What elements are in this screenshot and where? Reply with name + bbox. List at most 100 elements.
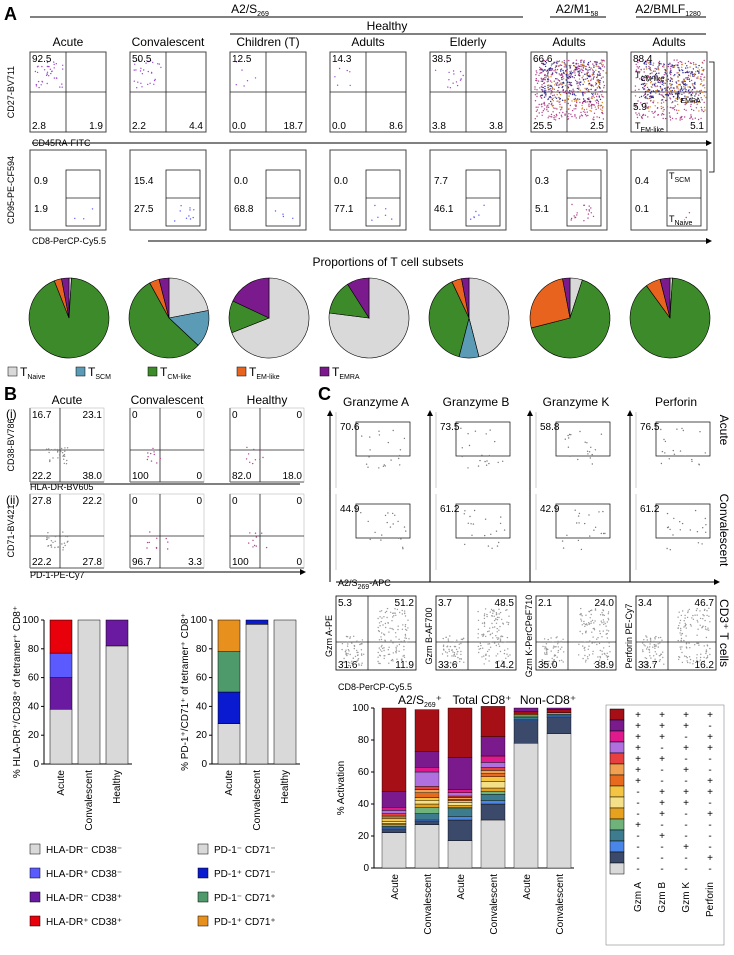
event-dot [401, 659, 403, 662]
event-dot [602, 112, 604, 115]
event-dot [560, 77, 563, 79]
event-dot [491, 609, 494, 612]
event-dot [568, 437, 570, 439]
matrix-sign: + [683, 721, 689, 732]
event-dot [683, 626, 685, 628]
event-dot [249, 461, 251, 463]
event-dot [688, 212, 691, 214]
gate-value: 5.1 [535, 204, 549, 215]
event-dot [395, 636, 397, 638]
event-dot [399, 611, 401, 614]
event-dot [571, 76, 573, 78]
arrow-head [327, 410, 333, 416]
event-dot [544, 662, 546, 664]
event-dot [595, 63, 597, 65]
event-dot [448, 79, 450, 81]
matrix-sign: + [635, 776, 641, 787]
event-dot [663, 82, 665, 84]
event-dot [662, 84, 665, 87]
event-dot [488, 462, 490, 465]
event-dot [658, 90, 660, 92]
event-dot [650, 640, 652, 642]
event-dot [405, 628, 407, 631]
event-dot [584, 625, 586, 628]
event-dot [648, 65, 650, 68]
gate-box [655, 503, 711, 539]
event-dot [683, 639, 685, 642]
event-dot [558, 84, 560, 86]
event-dot [673, 64, 675, 67]
event-dot [580, 81, 582, 83]
event-dot [666, 63, 668, 65]
event-dot [573, 98, 575, 101]
event-dot [405, 637, 407, 640]
y-tick-label: 0 [363, 863, 369, 874]
event-dot [656, 68, 658, 70]
event-dot [676, 59, 678, 61]
event-dot [691, 617, 693, 619]
event-dot [669, 92, 671, 95]
axis-label: CD8-PerCP-Cy5.5 [338, 682, 412, 692]
event-dot [679, 119, 681, 121]
quadrant-value: 2.5 [590, 121, 604, 132]
event-dot [579, 70, 581, 72]
event-dot [582, 645, 584, 647]
matrix-sign: + [683, 787, 689, 798]
event-dot [585, 115, 588, 117]
bar-segment [513, 715, 539, 718]
event-dot [644, 102, 646, 105]
event-dot [667, 65, 670, 68]
y-axis-label: % Activation [336, 761, 347, 815]
event-dot [551, 661, 554, 663]
event-dot [687, 67, 689, 69]
event-dot [558, 73, 560, 75]
event-dot [493, 610, 495, 613]
event-dot [189, 207, 191, 209]
event-dot [568, 95, 570, 97]
event-dot [553, 655, 555, 657]
event-dot [394, 632, 397, 634]
event-dot [590, 212, 592, 214]
quadrant-value: 3.4 [638, 598, 652, 609]
column-header: Elderly [450, 35, 487, 49]
event-dot [672, 101, 674, 103]
event-dot [692, 614, 694, 617]
event-dot [63, 455, 66, 457]
legend-swatch [7, 366, 18, 377]
event-dot [401, 613, 403, 615]
event-dot [408, 638, 410, 640]
event-dot [644, 82, 646, 85]
event-dot [646, 636, 648, 638]
event-dot [595, 61, 597, 63]
event-dot [663, 438, 665, 441]
event-dot [499, 611, 502, 614]
event-dot [658, 660, 661, 662]
event-dot [379, 662, 381, 665]
event-dot [607, 619, 610, 621]
event-dot [534, 100, 537, 102]
event-dot [553, 116, 555, 119]
matrix-sign: + [659, 787, 665, 798]
event-dot [680, 100, 682, 102]
event-dot [538, 112, 540, 114]
matrix-sign: - [660, 842, 663, 853]
quadrant-value: 48.5 [495, 598, 515, 609]
event-dot [635, 69, 638, 71]
event-dot [384, 611, 387, 614]
event-dot [50, 449, 53, 451]
event-dot [585, 630, 587, 632]
event-dot [534, 94, 537, 96]
event-dot [147, 452, 149, 454]
event-dot [690, 105, 692, 108]
event-dot [679, 89, 681, 91]
bar-segment [447, 805, 473, 808]
quadrant-value: 0 [296, 557, 302, 568]
x-tick-label: Acute [56, 770, 67, 796]
event-dot [698, 69, 700, 71]
event-dot [676, 428, 678, 430]
event-dot [709, 621, 711, 623]
event-dot [562, 638, 564, 640]
event-dot [154, 78, 156, 81]
matrix-sign: + [659, 721, 665, 732]
event-dot [602, 86, 605, 89]
